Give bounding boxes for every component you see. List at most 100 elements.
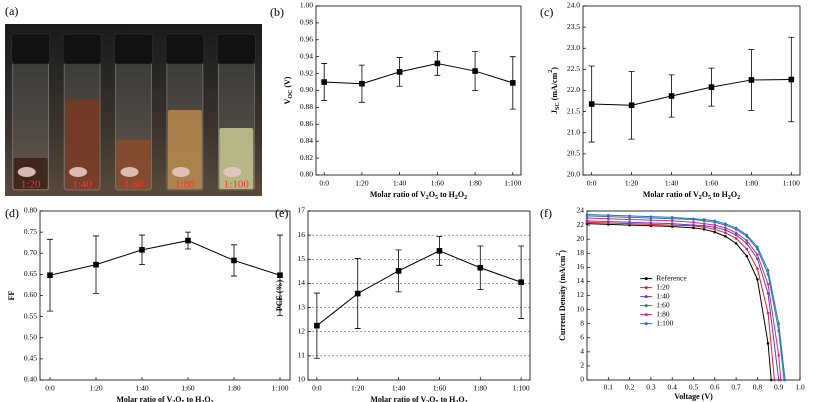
label-part: 2	[737, 195, 740, 201]
label-part: Molar ratio of V	[643, 190, 699, 199]
y-tick-label: 0.96	[300, 35, 313, 44]
jv-marker	[734, 242, 738, 245]
x-axis-label: Molar ratio of V2O5 to H2O2	[370, 395, 467, 402]
label-part: to H	[711, 190, 729, 199]
y-tick-label: 22.0	[567, 85, 580, 94]
jv-marker	[734, 231, 738, 235]
x-tick-label: 0:0	[312, 384, 322, 393]
legend-label: 1:100	[656, 318, 673, 327]
label-part: 5	[182, 400, 185, 402]
label-part: Molar ratio of V	[370, 395, 426, 402]
jv-curve	[586, 220, 780, 381]
label-part: 2	[426, 400, 429, 402]
y-axis-label: JSC (mA/cm2)	[548, 67, 561, 114]
x-tick-label: 0:0	[587, 179, 597, 188]
jv-marker	[670, 222, 674, 225]
jv-marker	[734, 237, 738, 240]
jv-marker	[670, 219, 674, 223]
x-tick-label: 0.6	[710, 383, 720, 392]
jv-marker	[766, 268, 770, 272]
jv-marker	[628, 218, 631, 221]
jv-marker	[724, 231, 727, 235]
jv-curve	[586, 215, 785, 381]
data-line	[316, 250, 522, 327]
jv-marker	[692, 220, 695, 224]
x-tick-label: 1:20	[89, 384, 103, 393]
jv-marker	[692, 223, 695, 227]
x-axis-label: Molar ratio of V2O5 to H2O2	[643, 190, 740, 202]
y-tick-label: 20.5	[567, 149, 580, 158]
jv-marker	[734, 233, 738, 237]
jv-marker	[769, 378, 773, 382]
jv-marker	[607, 217, 610, 221]
x-tick-label: 0.4	[668, 383, 678, 392]
jv-marker	[745, 233, 749, 237]
y-tick-label: 0.45	[24, 354, 37, 363]
legend-label: 1:20	[656, 282, 670, 291]
data-marker	[472, 68, 478, 74]
vial-liquid	[65, 100, 100, 189]
x-tick-label: 0.2	[625, 383, 635, 392]
jv-marker	[766, 292, 770, 295]
x-tick-label: 1:20	[351, 384, 365, 393]
y-tick-label: 16	[298, 230, 306, 239]
legend-label: Reference	[656, 273, 687, 282]
y-tick-label: 12	[298, 326, 306, 335]
x-tick-label: 1:20	[355, 179, 369, 188]
data-marker	[668, 93, 675, 99]
jv-marker	[756, 278, 759, 281]
label-part: 2	[464, 195, 467, 201]
jv-marker	[724, 235, 727, 238]
vial-label: 1:40	[72, 179, 92, 191]
vial-cap	[217, 33, 256, 65]
jv-marker	[713, 228, 717, 231]
vial-cap	[62, 33, 102, 65]
y-axis-label: FF	[7, 291, 16, 301]
x-tick-label: 0.3	[646, 383, 656, 392]
y-tick-label: 0.88	[300, 102, 313, 111]
vial-label: 1:20	[21, 179, 41, 191]
data-marker	[588, 101, 595, 107]
jv-marker	[702, 222, 706, 225]
x-tick-label: 0.7	[731, 383, 741, 392]
y-tick-label: 13	[298, 302, 306, 311]
vial-liquid	[167, 110, 202, 189]
y-tick-label: 4	[580, 347, 584, 356]
jv-marker	[777, 354, 780, 357]
vial-label: 1:100	[224, 179, 250, 191]
jv-marker	[649, 215, 653, 218]
data-marker	[396, 69, 403, 75]
y-tick-label: 0.86	[300, 119, 313, 128]
vial-cap	[114, 33, 153, 65]
label-part: 2	[211, 400, 214, 402]
y-tick-label: 24	[577, 206, 585, 215]
panel-label: (e)	[275, 206, 288, 220]
x-tick-label: 1.0	[795, 383, 805, 392]
jv-marker	[773, 378, 776, 382]
y-tick-label: 21.5	[567, 106, 580, 115]
y-tick-label: 2	[580, 361, 584, 370]
legend-marker	[644, 322, 648, 326]
y-tick-label: 18	[577, 248, 585, 257]
jv-marker	[756, 253, 759, 256]
label-part: )	[558, 250, 567, 253]
y-tick-label: 0.65	[24, 269, 37, 278]
y-tick-label: 0.98	[300, 18, 313, 27]
y-tick-label: 20.0	[567, 170, 580, 179]
y-tick-label: 0.75	[24, 227, 37, 236]
label-part: O	[731, 190, 737, 199]
jv-marker	[649, 221, 653, 225]
data-marker	[185, 237, 191, 244]
legend-label: 1:40	[656, 291, 670, 300]
x-tick-label: 1:80	[474, 384, 488, 393]
label-part: to H	[185, 395, 203, 402]
y-tick-label: 0.82	[300, 153, 313, 162]
data-marker	[139, 247, 145, 253]
x-tick-label: 1:40	[392, 384, 406, 393]
jv-curve	[586, 221, 775, 381]
data-marker	[518, 279, 524, 286]
vial-label: 1:60	[124, 179, 144, 191]
label-part: 2	[172, 400, 175, 402]
label-part: SC	[555, 102, 561, 110]
label-part: O	[429, 395, 435, 402]
